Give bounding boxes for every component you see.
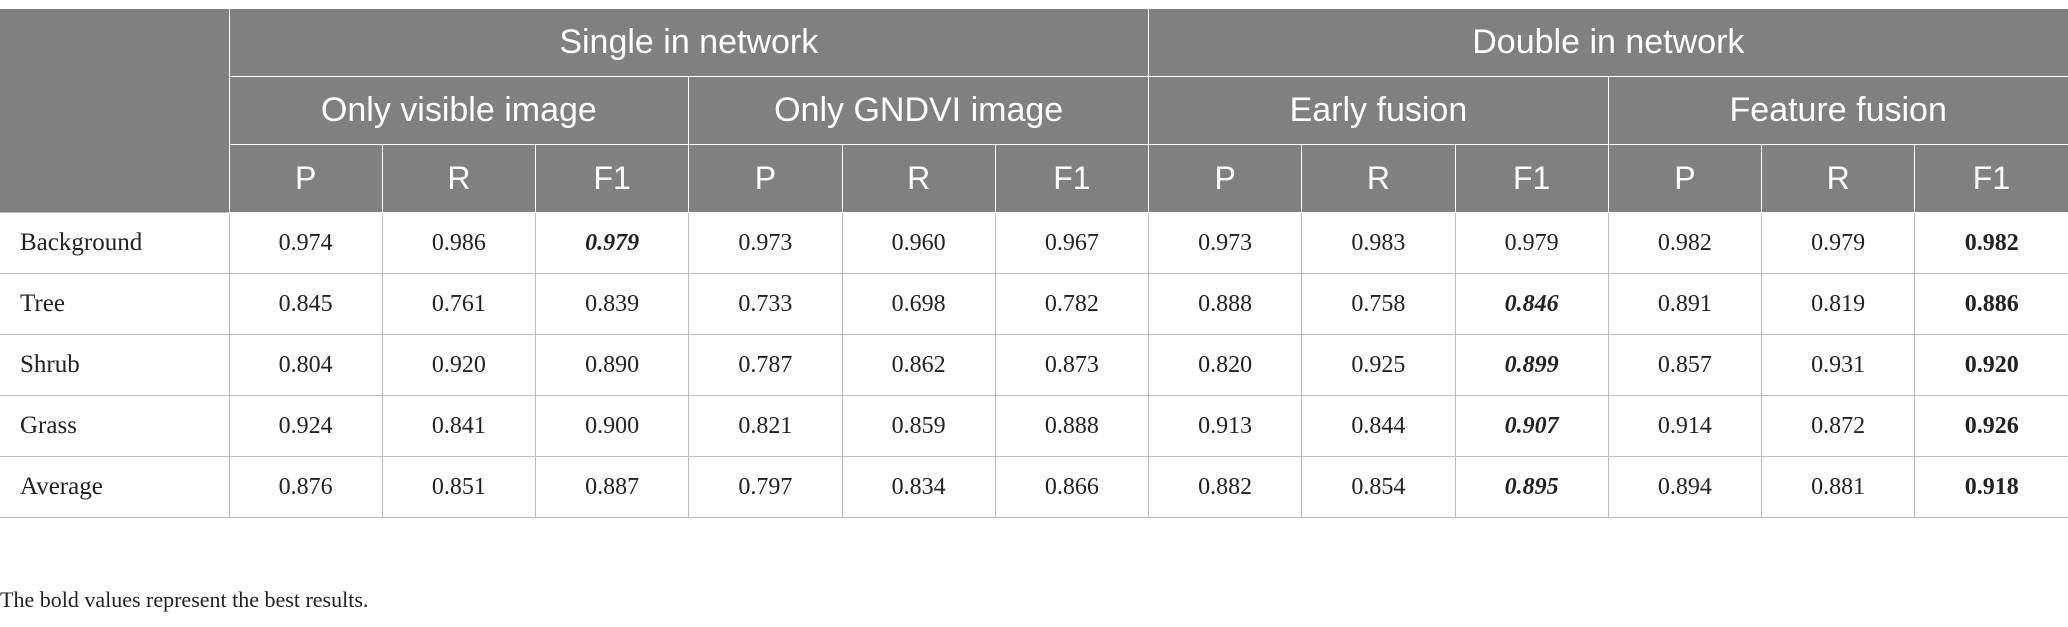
table-cell: 0.820 bbox=[1148, 334, 1303, 396]
table-cell: 0.973 bbox=[688, 212, 843, 274]
table-cell: 0.986 bbox=[381, 212, 537, 274]
table-cell: 0.960 bbox=[841, 212, 996, 274]
metric-header: F1 bbox=[534, 144, 690, 213]
table-cell: 0.899 bbox=[1454, 334, 1609, 396]
table-cell: 0.894 bbox=[1607, 456, 1763, 518]
header-corner-cell bbox=[0, 9, 230, 213]
table-cell: 0.857 bbox=[1607, 334, 1763, 396]
table-cell: 0.881 bbox=[1761, 456, 1916, 518]
table-cell: 0.888 bbox=[994, 395, 1150, 457]
table-cell: 0.804 bbox=[228, 334, 383, 396]
table-footnote: The bold values represent the best resul… bbox=[0, 587, 369, 612]
table-cell: 0.834 bbox=[841, 456, 996, 518]
table-cell: 0.876 bbox=[228, 456, 383, 518]
table-cell: 0.895 bbox=[1454, 456, 1609, 518]
table-cell: 0.761 bbox=[381, 273, 537, 335]
table-cell: 0.758 bbox=[1301, 273, 1456, 335]
table-cell: 0.887 bbox=[534, 456, 690, 518]
table-cell: 0.918 bbox=[1914, 456, 2068, 518]
table-cell: 0.920 bbox=[1914, 334, 2068, 396]
table-row-background: Background 0.974 0.986 0.979 0.973 0.960… bbox=[0, 212, 2068, 274]
table-cell: 0.882 bbox=[1148, 456, 1303, 518]
row-label: Shrub bbox=[0, 334, 230, 396]
row-label: Tree bbox=[0, 273, 230, 335]
metric-header: P bbox=[688, 144, 843, 213]
table-cell: 0.844 bbox=[1301, 395, 1456, 457]
metric-header: R bbox=[1301, 144, 1456, 213]
row-label: Grass bbox=[0, 395, 230, 457]
table-cell: 0.866 bbox=[994, 456, 1150, 518]
subgroup-header-gndvi: Only GNDVI image bbox=[688, 76, 1150, 145]
table-cell: 0.925 bbox=[1301, 334, 1456, 396]
table-cell: 0.900 bbox=[534, 395, 690, 457]
table-cell: 0.931 bbox=[1761, 334, 1916, 396]
metric-header: R bbox=[1761, 144, 1916, 213]
subgroup-header-early-fusion: Early fusion bbox=[1148, 76, 1609, 145]
results-table: Single in network Double in network Only… bbox=[0, 9, 2068, 518]
table-cell: 0.913 bbox=[1148, 395, 1303, 457]
table-cell: 0.983 bbox=[1301, 212, 1456, 274]
table-cell: 0.974 bbox=[228, 212, 383, 274]
table-cell: 0.797 bbox=[688, 456, 843, 518]
table-cell: 0.890 bbox=[534, 334, 690, 396]
metric-header: P bbox=[1148, 144, 1303, 213]
table-row-tree: Tree 0.845 0.761 0.839 0.733 0.698 0.782… bbox=[0, 273, 2068, 335]
group-header-double: Double in network bbox=[1148, 9, 2068, 77]
table-cell: 0.907 bbox=[1454, 395, 1609, 457]
table-cell: 0.733 bbox=[688, 273, 843, 335]
metric-header: P bbox=[1607, 144, 1763, 213]
table-row-average: Average 0.876 0.851 0.887 0.797 0.834 0.… bbox=[0, 456, 2068, 518]
metric-header: P bbox=[228, 144, 383, 213]
table-cell: 0.698 bbox=[841, 273, 996, 335]
table-cell: 0.924 bbox=[228, 395, 383, 457]
table-cell: 0.979 bbox=[1454, 212, 1609, 274]
table-cell: 0.888 bbox=[1148, 273, 1303, 335]
table-cell: 0.862 bbox=[841, 334, 996, 396]
row-label: Background bbox=[0, 212, 230, 274]
table-cell: 0.979 bbox=[534, 212, 690, 274]
table-cell: 0.841 bbox=[381, 395, 537, 457]
group-header-single: Single in network bbox=[228, 9, 1150, 77]
subgroup-header-visible: Only visible image bbox=[228, 76, 690, 145]
table-cell: 0.851 bbox=[381, 456, 537, 518]
table-cell: 0.873 bbox=[994, 334, 1150, 396]
table-cell: 0.782 bbox=[994, 273, 1150, 335]
table-row-grass: Grass 0.924 0.841 0.900 0.821 0.859 0.88… bbox=[0, 395, 2068, 457]
table-cell: 0.891 bbox=[1607, 273, 1763, 335]
table-body: Background 0.974 0.986 0.979 0.973 0.960… bbox=[0, 212, 2068, 518]
table-cell: 0.886 bbox=[1914, 273, 2068, 335]
metric-header: F1 bbox=[1454, 144, 1609, 213]
metric-header: F1 bbox=[1914, 144, 2068, 213]
table-cell: 0.982 bbox=[1607, 212, 1763, 274]
table-cell: 0.819 bbox=[1761, 273, 1916, 335]
metric-header: R bbox=[841, 144, 996, 213]
metric-header: F1 bbox=[994, 144, 1150, 213]
table-cell: 0.872 bbox=[1761, 395, 1916, 457]
table-cell: 0.967 bbox=[994, 212, 1150, 274]
table-cell: 0.845 bbox=[228, 273, 383, 335]
subgroup-header-feature-fusion: Feature fusion bbox=[1607, 76, 2068, 145]
table-cell: 0.839 bbox=[534, 273, 690, 335]
table-row-shrub: Shrub 0.804 0.920 0.890 0.787 0.862 0.87… bbox=[0, 334, 2068, 396]
table-cell: 0.859 bbox=[841, 395, 996, 457]
table-cell: 0.914 bbox=[1607, 395, 1763, 457]
table-cell: 0.846 bbox=[1454, 273, 1609, 335]
table-header: Single in network Double in network Only… bbox=[0, 9, 2068, 213]
table-cell: 0.979 bbox=[1761, 212, 1916, 274]
table-cell: 0.920 bbox=[381, 334, 537, 396]
table-cell: 0.973 bbox=[1148, 212, 1303, 274]
table-cell: 0.787 bbox=[688, 334, 843, 396]
table-cell: 0.854 bbox=[1301, 456, 1456, 518]
row-label: Average bbox=[0, 456, 230, 518]
table-cell: 0.982 bbox=[1914, 212, 2068, 274]
metric-header: R bbox=[381, 144, 537, 213]
table-cell: 0.821 bbox=[688, 395, 843, 457]
table-cell: 0.926 bbox=[1914, 395, 2068, 457]
